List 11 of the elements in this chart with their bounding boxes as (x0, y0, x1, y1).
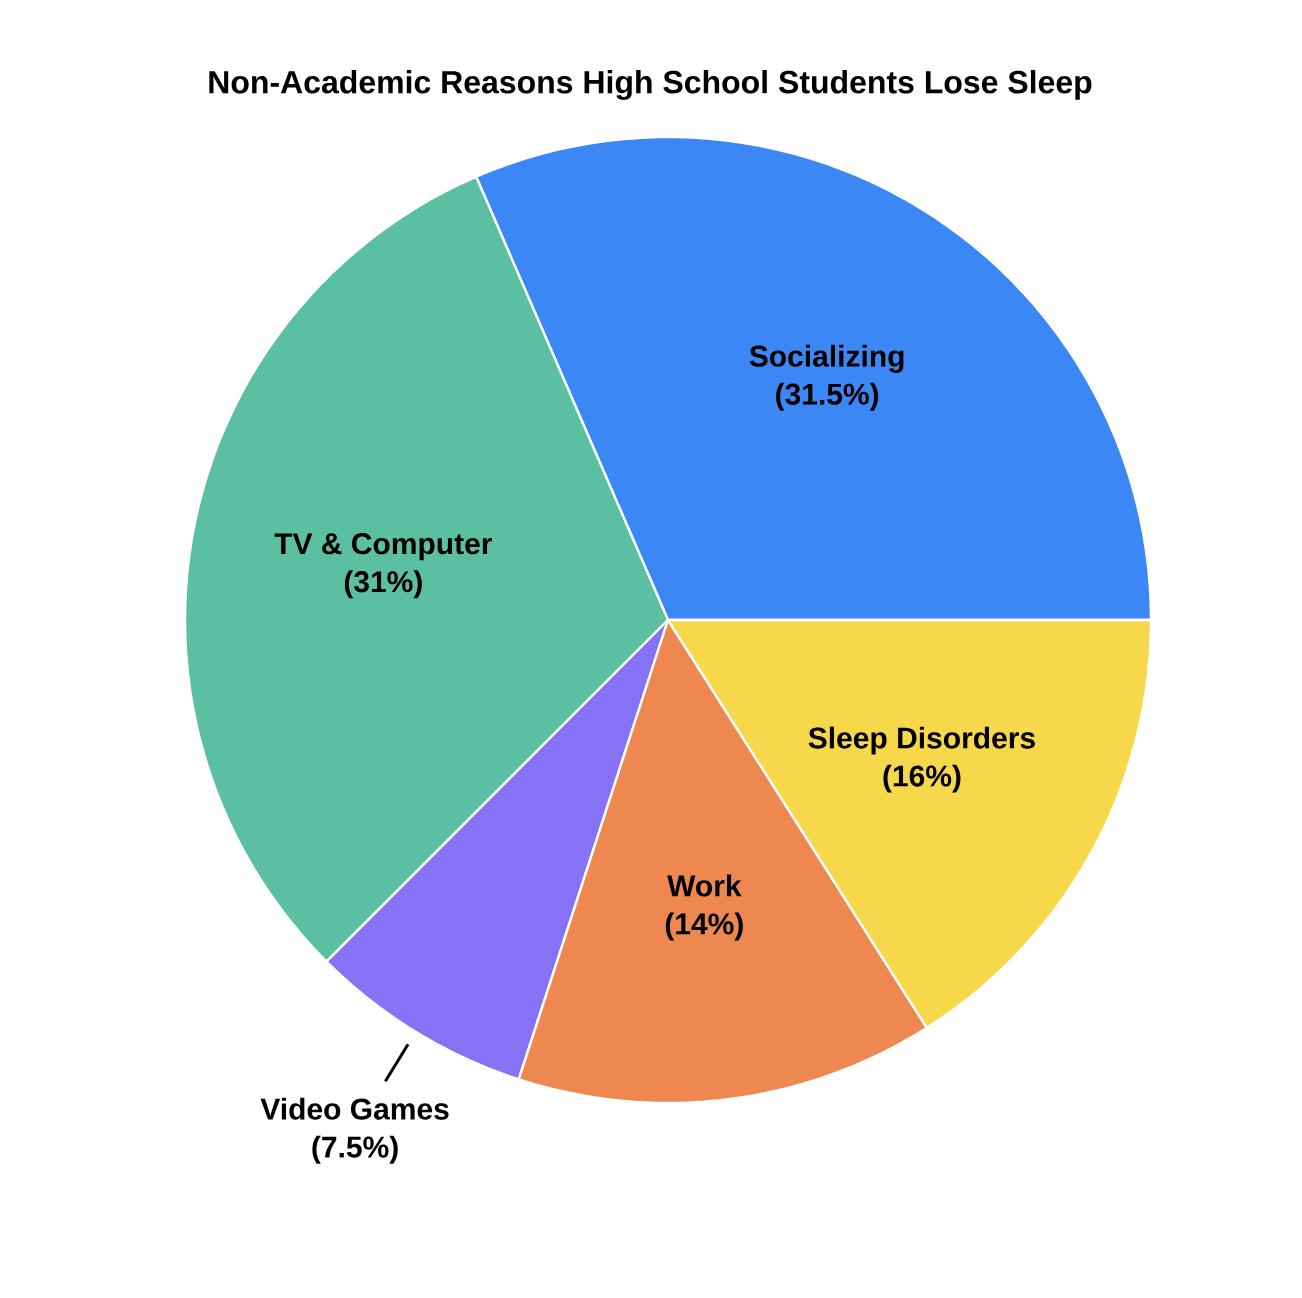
slice-label: Work (667, 874, 742, 897)
data-label: (14%) (665, 912, 743, 941)
data-label: (31.5%) (776, 382, 879, 411)
slice-label: TV & Computer (274, 533, 493, 561)
data-label: (31%) (344, 570, 422, 599)
slice-label: Socializing (749, 344, 904, 373)
chart-title: Non-Academic Reasons High School Students Lose Sleep (209, 70, 1092, 100)
slice-label: Sleep Disorders (808, 726, 1035, 755)
slice-label: Video Games (260, 1097, 449, 1120)
data-label: (16%) (883, 764, 961, 793)
data-label: (7.5%) (312, 1135, 398, 1164)
